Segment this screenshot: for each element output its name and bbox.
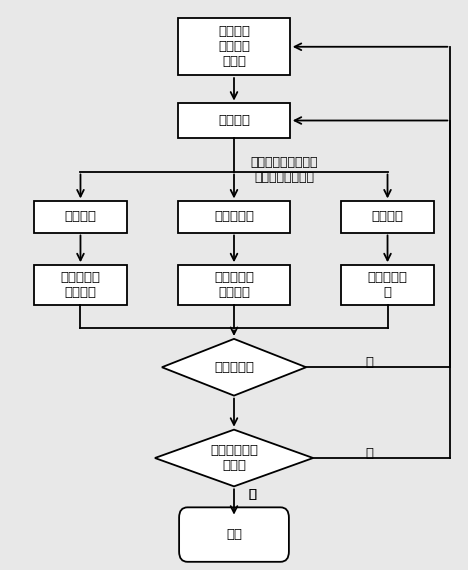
Text: 光子方向改
变: 光子方向改 变 [367,271,408,299]
FancyBboxPatch shape [34,201,127,233]
Polygon shape [162,339,306,396]
Text: 康普顿散射: 康普顿散射 [214,210,254,223]
Text: 光子能量与
方向改变: 光子能量与 方向改变 [214,271,254,299]
Text: 光电效应: 光电效应 [65,210,96,223]
Text: 是: 是 [249,488,256,502]
Polygon shape [155,430,313,486]
FancyBboxPatch shape [178,18,290,75]
Text: 瑞利散射: 瑞利散射 [372,210,403,223]
FancyBboxPatch shape [178,104,290,137]
Text: 光子能量被
组织吸收: 光子能量被 组织吸收 [60,271,101,299]
Text: 种子数值读取
完毕？: 种子数值读取 完毕？ [210,444,258,472]
Text: 依概率选择下列三个
物理过程中的一个: 依概率选择下列三个 物理过程中的一个 [250,156,318,184]
Text: 结束: 结束 [226,528,242,541]
FancyBboxPatch shape [178,265,290,305]
FancyBboxPatch shape [34,265,127,305]
Text: 读取种子
数值，光
子发射: 读取种子 数值，光 子发射 [218,25,250,68]
FancyBboxPatch shape [179,507,289,562]
Text: 否: 否 [365,356,373,369]
FancyBboxPatch shape [178,201,290,233]
Text: 是: 是 [249,488,256,502]
Text: 光子迁移: 光子迁移 [218,114,250,127]
FancyBboxPatch shape [341,265,434,305]
FancyBboxPatch shape [341,201,434,233]
Text: 否: 否 [365,447,373,460]
Text: 离开边界？: 离开边界？ [214,361,254,374]
